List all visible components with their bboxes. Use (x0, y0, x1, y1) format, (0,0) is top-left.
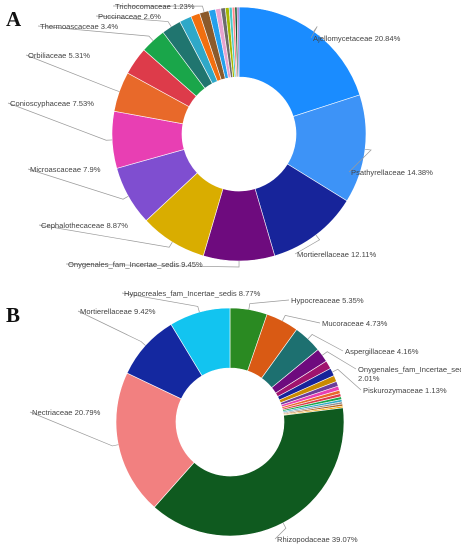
panel-a-leader-13 (112, 5, 205, 12)
panel-a-slice-label-9: Thermoascaceae 3.4% (40, 22, 118, 31)
panel-a-slice-label-2: Mortierellaceae 12.11% (297, 250, 376, 259)
panel-b-leader-16 (274, 522, 287, 540)
panel-a-slice-labels: Ajellomycetaceae 20.84% Psathyrellaceae 1… (10, 2, 433, 269)
panel-b-slice-label-2: Aspergillaceae 4.16% (345, 347, 419, 356)
panel-a-leader-6 (7, 102, 113, 141)
panel-b-slice-label-18: Mortierellaceae 9.42% (80, 307, 156, 316)
panel-a-slice-label-1: Psathyrellaceae 14.38% (351, 168, 433, 177)
panel-a-leader-10 (95, 15, 172, 27)
panel-b-leader-17 (29, 411, 119, 447)
panel-a-slice-label-13: Trichocomaceae 1.23% (115, 2, 195, 11)
panel-a-leader-lines (7, 5, 372, 268)
panel-a-label: A (6, 7, 22, 31)
panel-a-slice-label-5: Microascaceae 7.9% (30, 165, 101, 174)
panel-b-slice-label-0: Hypocreaceae 5.35% (291, 296, 364, 305)
panel-a-slice-label-6: Conioscyphaceae 7.53% (10, 99, 94, 108)
panel-a-slice-label-0: Ajellomycetaceae 20.84% (313, 34, 401, 43)
panel-b-slices (115, 307, 345, 537)
panel-a-slice-label-4: Cephalothecaceae 8.87% (41, 221, 128, 230)
panel-a-leader-3 (65, 260, 240, 268)
panel-b-leader-2 (307, 334, 344, 352)
panel-a-leader-4 (38, 224, 173, 248)
panel-a-slice-0 (238, 6, 361, 117)
panel-b-leader-3 (322, 351, 357, 370)
panel-a-leader-2 (294, 234, 321, 255)
panel-a-slice-label-3: Onygenales_fam_Incertae_sedis 9.45% (68, 260, 203, 269)
panel-b-slice-label-16: Rhizopodaceae 39.07% (277, 535, 358, 544)
panel-a-leader-5 (27, 168, 129, 200)
panel-b-slice-label-5: Piskurozymaceae 1.13% (363, 386, 447, 395)
panel-a-leader-9 (37, 25, 154, 41)
panel-b-slice-19 (170, 307, 231, 377)
panel-b-slice-16 (153, 407, 345, 537)
panel-a-donut-chart: A Ajellomycetaceae 20.84% Psathyrellaceae… (6, 2, 433, 269)
panel-b-slice-labels: Hypocreaceae 5.35% Mucoraceae 4.73% Asperg… (32, 289, 461, 544)
panel-a-slice-label-7: Orbiliaceae 5.31% (28, 51, 90, 60)
panel-b-slice-label-17: Nectriaceae 20.79% (32, 408, 101, 417)
panel-b-leader-lines (29, 292, 362, 540)
panel-b-leader-19 (121, 292, 200, 313)
panel-b-slice-label-1: Mucoraceae 4.73% (322, 319, 388, 328)
panel-b-label: B (6, 303, 20, 327)
panel-a-slices (111, 6, 367, 262)
panel-b-leader-5 (332, 368, 362, 391)
panel-a-leader-1 (348, 148, 372, 173)
panel-b-donut-chart: B Hypocreaceae 5.35% Mucoraceae 4.73% Aspe… (6, 289, 461, 544)
panel-b-slice-label-3: Onygenales_fam_Incertae_sedis 2.01% (358, 365, 461, 383)
panel-b-leader-18 (77, 310, 146, 346)
panel-a-leader-0 (310, 26, 318, 39)
panel-b-leader-0 (248, 299, 290, 310)
panel-a-leader-7 (25, 54, 120, 92)
panel-b-leader-1 (282, 315, 321, 324)
panel-a-slice-21 (236, 6, 240, 78)
panel-b-slice-17 (115, 372, 195, 508)
panel-b-slice-label-19: Hypocreales_fam_Incertae_sedis 8.77% (124, 289, 261, 298)
panel-a-slice-label-10: Puccinaceae 2.6% (98, 12, 161, 21)
